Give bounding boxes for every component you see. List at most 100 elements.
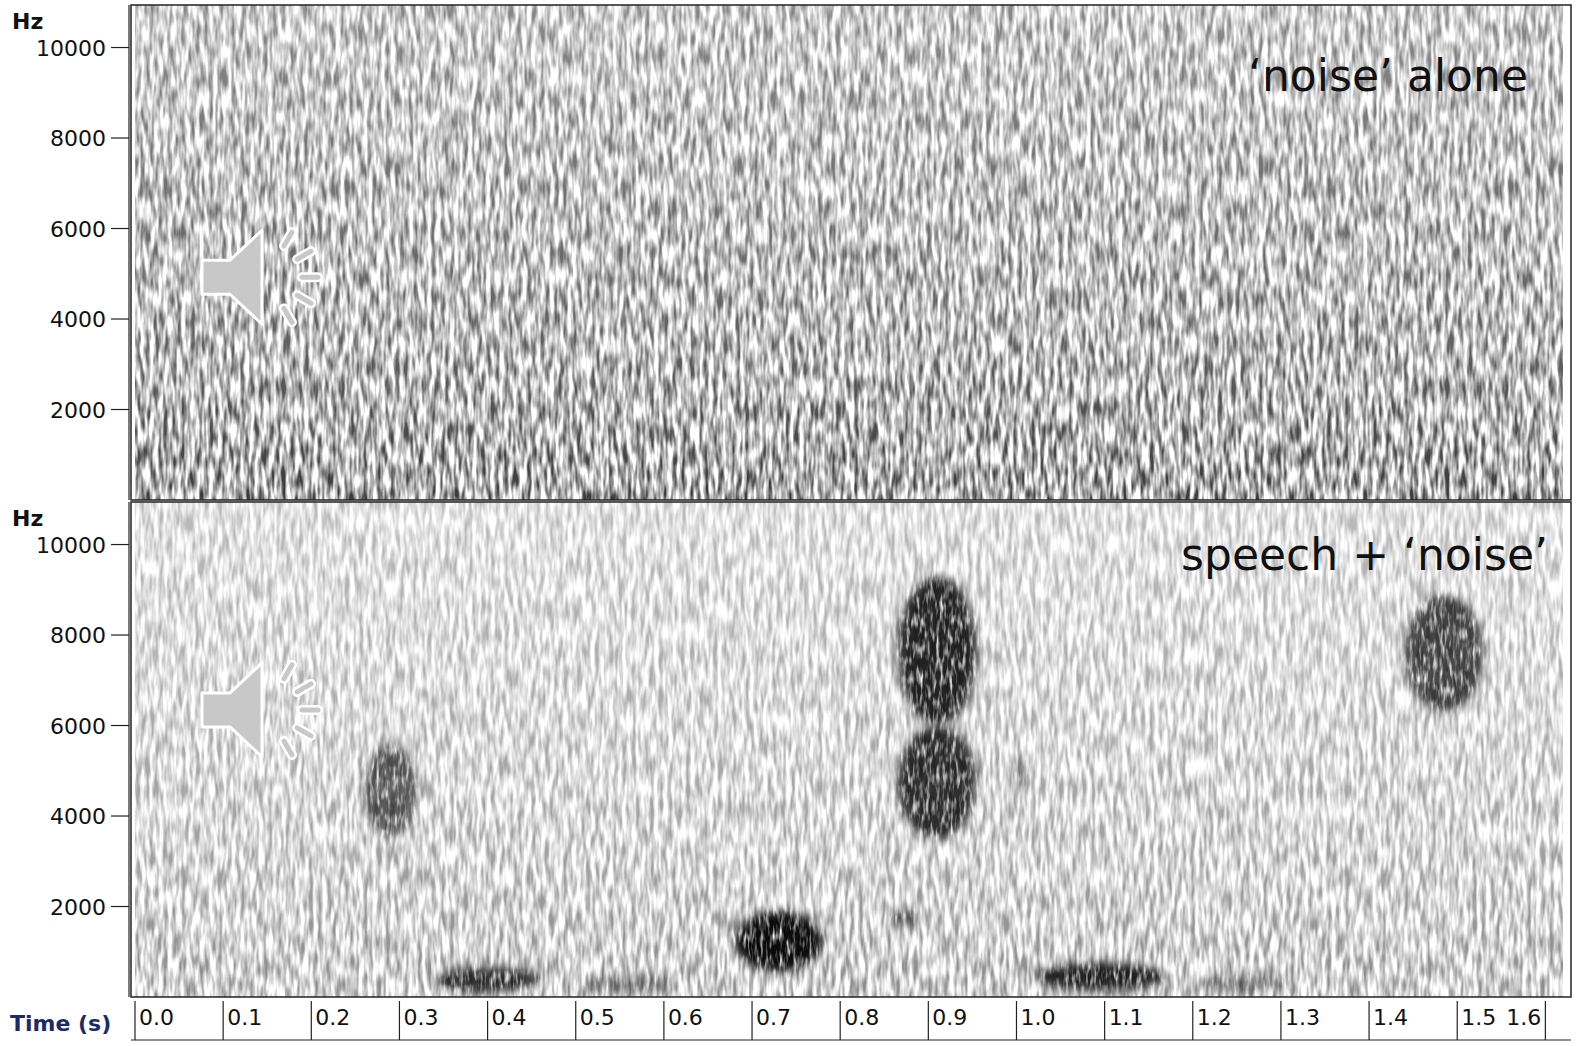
x-tick-label: 1.2 bbox=[1197, 1005, 1232, 1030]
speaker-cone bbox=[202, 663, 262, 757]
sound-wave bbox=[284, 232, 292, 246]
x-tick-label: 1.4 bbox=[1373, 1005, 1408, 1030]
x-tick bbox=[840, 1001, 841, 1040]
sound-wave bbox=[297, 728, 311, 736]
x-tick bbox=[1192, 1001, 1193, 1040]
y-tick-label: 8000 bbox=[50, 623, 106, 648]
energy-region bbox=[1012, 757, 1030, 793]
sound-wave bbox=[297, 684, 311, 692]
y-axis-line bbox=[128, 502, 129, 997]
energy-region bbox=[364, 744, 417, 839]
y-tick-label: 6000 bbox=[50, 217, 106, 242]
sound-wave bbox=[284, 308, 292, 322]
x-tick bbox=[1104, 1001, 1105, 1040]
energy-region bbox=[585, 974, 673, 992]
y-tick-label: 10000 bbox=[36, 36, 106, 61]
sound-wave bbox=[284, 741, 292, 755]
x-tick bbox=[1368, 1001, 1369, 1040]
y-tick bbox=[111, 906, 129, 907]
sound-wave bbox=[284, 308, 292, 322]
x-tick-label: 0.0 bbox=[139, 1005, 174, 1030]
panel-frame bbox=[131, 5, 1571, 500]
x-tick-label: 1.1 bbox=[1109, 1005, 1144, 1030]
x-tick-label: 0.3 bbox=[403, 1005, 438, 1030]
y-tick-label: 2000 bbox=[50, 398, 106, 423]
x-tick-label: 0.5 bbox=[580, 1005, 615, 1030]
spectrogram-figure: ‘noise’ alone200040006000800010000Hzspee… bbox=[0, 0, 1577, 1046]
panel-background bbox=[135, 5, 1563, 500]
y-tick bbox=[111, 409, 129, 410]
x-tick bbox=[399, 1001, 400, 1040]
panel-title: ‘noise’ alone bbox=[1248, 50, 1528, 101]
x-tick bbox=[1016, 1001, 1017, 1040]
y-tick bbox=[111, 725, 129, 726]
sound-wave bbox=[302, 705, 318, 715]
y-tick bbox=[111, 137, 129, 138]
panel-background bbox=[135, 502, 1563, 997]
energy-region bbox=[897, 726, 976, 839]
x-tick-label: 0.2 bbox=[315, 1005, 350, 1030]
speech-regions bbox=[364, 576, 1483, 992]
sound-wave bbox=[302, 707, 318, 712]
sound-wave bbox=[302, 275, 318, 280]
energy-region bbox=[1202, 974, 1290, 992]
x-tick bbox=[575, 1001, 576, 1040]
energy-region bbox=[734, 911, 822, 972]
y-axis-title: Hz bbox=[12, 9, 43, 34]
plot-area bbox=[135, 502, 1563, 997]
x-tick bbox=[311, 1001, 312, 1040]
x-tick-label: 0.6 bbox=[668, 1005, 703, 1030]
panel-frame bbox=[131, 502, 1571, 997]
sound-wave bbox=[297, 728, 311, 736]
y-tick bbox=[111, 318, 129, 319]
noise-texture bbox=[135, 502, 1563, 997]
sound-wave bbox=[297, 295, 311, 303]
panel-title: speech + ‘noise’ bbox=[1181, 529, 1548, 580]
x-tick bbox=[223, 1001, 224, 1040]
x-tick bbox=[487, 1001, 488, 1040]
speaker-icon bbox=[202, 230, 318, 324]
x-tick bbox=[663, 1001, 664, 1040]
sound-wave bbox=[284, 665, 292, 679]
y-tick-label: 2000 bbox=[50, 895, 106, 920]
x-tick-label: 0.1 bbox=[227, 1005, 262, 1030]
sound-wave bbox=[284, 741, 292, 755]
sound-wave bbox=[297, 684, 311, 692]
energy-region bbox=[1034, 963, 1166, 990]
x-tick-label: 0.7 bbox=[756, 1005, 791, 1030]
y-tick bbox=[111, 228, 129, 229]
energy-region bbox=[1404, 594, 1483, 712]
energy-region bbox=[897, 576, 976, 725]
sound-wave bbox=[302, 272, 318, 282]
x-axis-title: Time (s) bbox=[10, 1011, 111, 1036]
y-axis-title: Hz bbox=[12, 506, 43, 531]
x-axis-line bbox=[131, 1040, 1571, 1041]
noise-layer bbox=[135, 5, 1563, 500]
plot-area bbox=[135, 5, 1563, 500]
sound-wave bbox=[284, 232, 292, 246]
x-tick-label: 1.6 bbox=[1506, 1005, 1541, 1030]
x-tick bbox=[1457, 1001, 1458, 1040]
sound-wave bbox=[284, 665, 292, 679]
y-tick-label: 4000 bbox=[50, 307, 106, 332]
x-tick-label: 0.8 bbox=[844, 1005, 879, 1030]
x-tick-label: 0.9 bbox=[932, 1005, 967, 1030]
y-axis-line bbox=[128, 5, 129, 500]
x-tick-label: 1.3 bbox=[1285, 1005, 1320, 1030]
noise-layer bbox=[135, 502, 1563, 997]
x-tick bbox=[134, 1001, 135, 1040]
y-tick bbox=[111, 47, 129, 48]
x-tick-label: 1.5 bbox=[1461, 1005, 1496, 1030]
y-tick-label: 10000 bbox=[36, 533, 106, 558]
sound-wave bbox=[297, 295, 311, 303]
x-tick bbox=[1545, 1001, 1546, 1040]
x-tick bbox=[751, 1001, 752, 1040]
y-tick bbox=[111, 815, 129, 816]
x-tick-label: 0.4 bbox=[492, 1005, 527, 1030]
energy-region bbox=[889, 909, 920, 927]
speaker-cone bbox=[202, 230, 262, 324]
noise-texture bbox=[135, 5, 1563, 500]
x-tick-label: 1.0 bbox=[1020, 1005, 1055, 1030]
y-tick-label: 8000 bbox=[50, 126, 106, 151]
y-tick-label: 6000 bbox=[50, 714, 106, 739]
